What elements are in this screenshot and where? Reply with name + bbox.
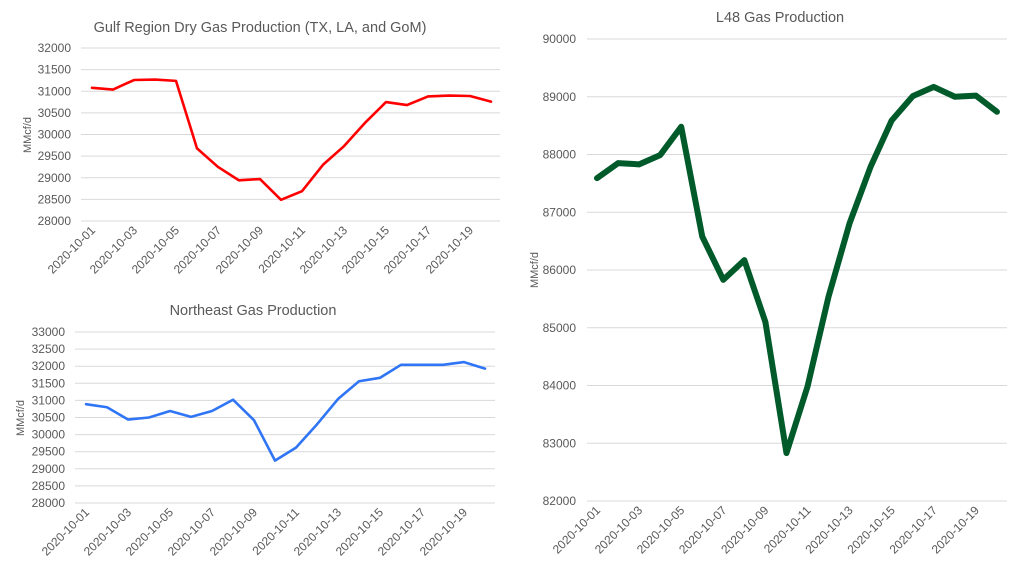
- y-tick-label: 32000: [38, 41, 72, 55]
- y-tick-label: 83000: [543, 436, 577, 450]
- y-tick-label: 29500: [32, 445, 66, 459]
- y-tick-label: 30500: [32, 411, 66, 425]
- y-tick-label: 88000: [543, 148, 577, 162]
- chart-title: Gulf Region Dry Gas Production (TX, LA, …: [94, 20, 427, 36]
- y-tick-label: 86000: [543, 263, 577, 277]
- y-tick-label: 30500: [38, 106, 72, 120]
- y-tick-label: 85000: [543, 321, 577, 335]
- chart-title: L48 Gas Production: [716, 10, 844, 26]
- y-axis-label: MMcf/d: [22, 117, 34, 153]
- y-tick-label: 30000: [32, 428, 66, 442]
- l48-chart: L48 Gas Production MMcf/d 82000 83000 8400…: [529, 10, 1007, 557]
- series-line: [90, 78, 493, 202]
- y-tick-label: 89000: [543, 90, 577, 104]
- y-tick-label: 87000: [543, 205, 577, 219]
- y-tick-label: 28500: [38, 192, 72, 206]
- y-tick-label: 32000: [32, 359, 66, 373]
- y-tick-label: 28500: [32, 479, 66, 493]
- series-line: [594, 83, 1000, 457]
- y-tick-label: 31000: [38, 84, 72, 98]
- y-tick-label: 82000: [543, 494, 577, 508]
- northeast-chart: Northeast Gas Production MMcf/d 28000 285…: [15, 303, 495, 559]
- series-line: [84, 360, 487, 462]
- y-tick-label: 32500: [32, 342, 66, 356]
- y-tick-label: 33000: [32, 325, 66, 339]
- y-tick-label: 29000: [38, 171, 72, 185]
- chart-title: Northeast Gas Production: [170, 303, 337, 319]
- y-tick-label: 29000: [32, 462, 66, 476]
- y-tick-label: 29500: [38, 149, 72, 163]
- y-axis-label: MMcf/d: [15, 400, 27, 436]
- y-tick-label: 84000: [543, 379, 577, 393]
- y-tick-label: 28000: [32, 496, 66, 510]
- y-axis-label: MMcf/d: [529, 252, 541, 288]
- y-tick-label: 31000: [32, 393, 66, 407]
- y-tick-label: 31500: [38, 63, 72, 77]
- y-tick-label: 30000: [38, 128, 72, 142]
- gulf-chart: Gulf Region Dry Gas Production (TX, LA, …: [22, 20, 500, 277]
- y-tick-label: 90000: [543, 32, 577, 46]
- y-tick-label: 31500: [32, 376, 66, 390]
- y-tick-label: 28000: [38, 214, 72, 228]
